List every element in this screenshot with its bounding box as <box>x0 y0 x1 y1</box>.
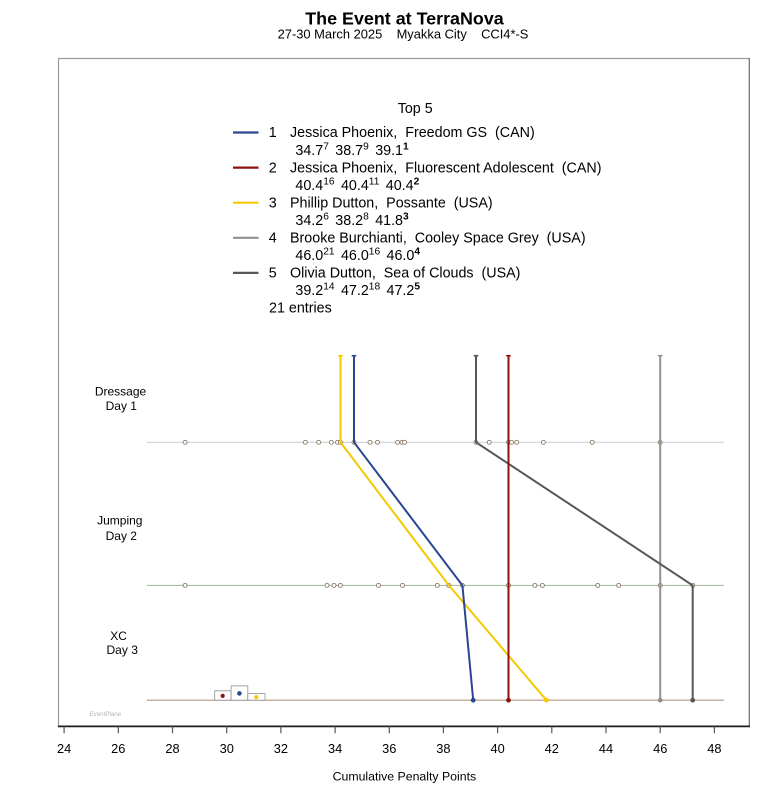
svg-text:34: 34 <box>328 741 342 756</box>
svg-text:34.26​38.28​41.83​: 34.26​38.28​41.83​ <box>295 211 409 229</box>
svg-text:39.214​47.218​47.25​: 39.214​47.218​47.25​ <box>295 282 420 300</box>
svg-text:48: 48 <box>707 741 721 756</box>
svg-text:42: 42 <box>545 741 559 756</box>
svg-text:38: 38 <box>436 741 450 756</box>
svg-text:Day 3: Day 3 <box>107 643 139 657</box>
svg-text:Dressage: Dressage <box>95 385 147 399</box>
svg-text:Day 1: Day 1 <box>106 399 138 413</box>
svg-text:Jumping: Jumping <box>97 514 142 528</box>
svg-text:Phillip Dutton, Possante (US: Phillip Dutton, Possante (USA) <box>290 195 493 211</box>
svg-text:Cumulative Penalty Points: Cumulative Penalty Points <box>333 769 477 783</box>
svg-text:The Event at TerraNova: The Event at TerraNova <box>305 9 505 29</box>
svg-text:40: 40 <box>490 741 504 756</box>
svg-text:30: 30 <box>220 741 234 756</box>
svg-text:2: 2 <box>269 160 277 176</box>
svg-text:Jessica Phoenix, Freedom GS: Jessica Phoenix, Freedom GS (CAN) <box>290 125 535 141</box>
svg-text:Top 5: Top 5 <box>398 101 433 117</box>
svg-text:3: 3 <box>269 195 277 211</box>
svg-text:XC: XC <box>110 629 127 643</box>
svg-text:44: 44 <box>599 741 613 756</box>
svg-text:46: 46 <box>653 741 667 756</box>
svg-text:5: 5 <box>269 266 277 282</box>
svg-text:Brooke Burchianti, Cooley Spa: Brooke Burchianti, Cooley Space Grey (US… <box>290 231 586 247</box>
svg-text:27-30 March 2025 Myakka Cit: 27-30 March 2025 Myakka City CCI4*-S <box>278 27 529 42</box>
svg-text:34.77​38.79​39.11​: 34.77​38.79​39.11​ <box>295 141 409 159</box>
svg-text:40.416​40.411​40.42​: 40.416​40.411​40.42​ <box>295 176 419 194</box>
svg-text:Olivia Dutton, Sea of Clouds: Olivia Dutton, Sea of Clouds (USA) <box>290 266 520 282</box>
svg-text:46.021​46.016​46.04​: 46.021​46.016​46.04​ <box>295 247 420 265</box>
svg-text:21 entries: 21 entries <box>269 301 332 317</box>
svg-text:26: 26 <box>111 741 125 756</box>
svg-text:Jessica Phoenix, Fluorescent: Jessica Phoenix, Fluorescent Adolescent … <box>290 160 602 176</box>
svg-text:28: 28 <box>165 741 179 756</box>
svg-text:1: 1 <box>269 125 277 141</box>
svg-text:EventPlane: EventPlane <box>90 711 122 718</box>
svg-text:32: 32 <box>274 741 288 756</box>
svg-text:4: 4 <box>269 231 277 247</box>
svg-text:36: 36 <box>382 741 396 756</box>
svg-text:Day 2: Day 2 <box>106 529 138 543</box>
svg-text:24: 24 <box>57 741 71 756</box>
